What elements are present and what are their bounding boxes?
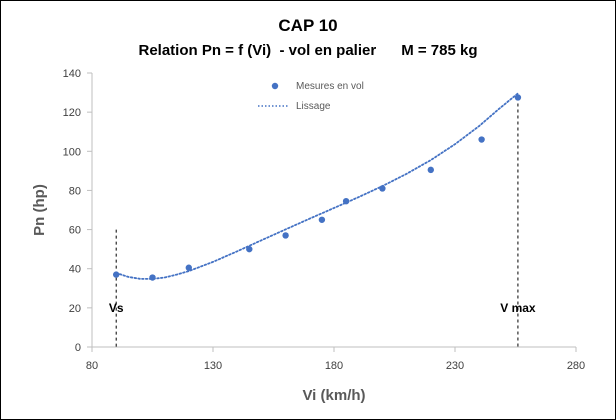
y-tick-label: 120 bbox=[63, 107, 81, 119]
x-tick-label: 180 bbox=[325, 360, 343, 372]
data-point bbox=[379, 185, 386, 192]
x-tick-label: 130 bbox=[204, 360, 222, 372]
y-axis-label: Pn (hp) bbox=[31, 184, 48, 236]
data-point bbox=[318, 216, 326, 223]
data-point bbox=[514, 94, 522, 101]
x-tick-label: 280 bbox=[567, 360, 585, 372]
y-tick-label: 80 bbox=[69, 185, 81, 197]
data-point bbox=[282, 232, 289, 239]
y-tick-label: 140 bbox=[63, 68, 81, 80]
data-point bbox=[113, 271, 120, 278]
legend-label-measures: Mesures en vol bbox=[296, 81, 364, 92]
data-point bbox=[185, 264, 192, 271]
annotation-label: Vs bbox=[109, 301, 124, 315]
x-tick-label: 230 bbox=[446, 360, 464, 372]
legend: Mesures en vol Lissage bbox=[251, 75, 377, 117]
y-tick-label: 40 bbox=[69, 264, 81, 276]
y-tick-label: 100 bbox=[63, 146, 81, 158]
data-point bbox=[246, 245, 253, 253]
x-axis-label: Vi (km/h) bbox=[302, 387, 365, 404]
chart-title: CAP 10 bbox=[278, 16, 337, 35]
legend-marker-measures bbox=[271, 82, 279, 90]
data-point bbox=[342, 197, 350, 205]
data-point bbox=[149, 274, 156, 281]
y-tick-label: 60 bbox=[69, 225, 81, 237]
annotation-label: V max bbox=[500, 301, 536, 315]
data-point bbox=[478, 136, 485, 143]
y-tick-label: 0 bbox=[75, 342, 81, 354]
plot-area: 0 20 40 60 80 100 120 140 80 130 180 230 280 Vs V max bbox=[63, 68, 586, 372]
smoothing-curve bbox=[115, 92, 519, 280]
x-tick-label: 80 bbox=[86, 360, 98, 372]
chart-subtitle: Relation Pn = f (Vi) - vol en palier M =… bbox=[139, 42, 478, 59]
data-point bbox=[427, 166, 434, 174]
legend-box bbox=[251, 75, 377, 117]
y-tick-label: 20 bbox=[69, 303, 81, 315]
legend-label-smoothing: Lissage bbox=[296, 101, 331, 112]
